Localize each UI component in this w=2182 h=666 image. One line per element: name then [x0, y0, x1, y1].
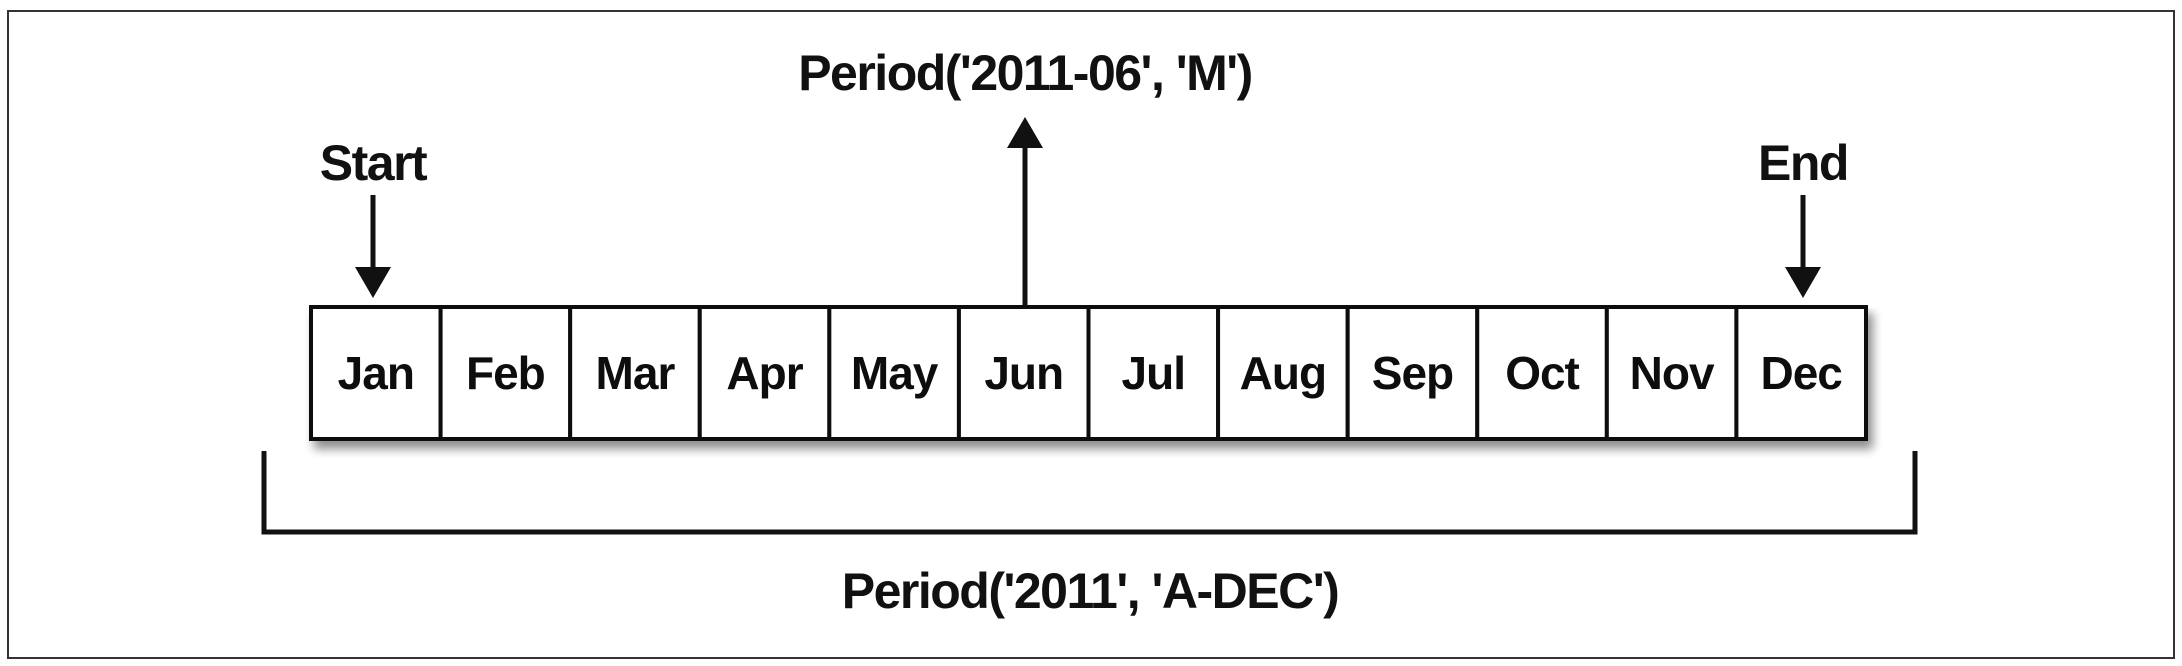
month-cell-aug: Aug [1216, 305, 1350, 441]
month-cell-feb: Feb [438, 305, 573, 441]
month-label: Mar [596, 347, 676, 399]
month-cell-oct: Oct [1475, 305, 1609, 441]
month-cell-box [827, 305, 961, 441]
month-cell-mar: Mar [568, 305, 702, 441]
month-label: Sep [1372, 347, 1453, 399]
month-cell-jul: Jul [1086, 305, 1221, 441]
month-label: Nov [1630, 347, 1715, 399]
monthly-period-label: Period('2011-06', 'M') [798, 45, 1252, 101]
month-label: Dec [1761, 347, 1843, 399]
month-label: Aug [1240, 347, 1326, 399]
month-label: May [851, 347, 939, 399]
month-label: Oct [1505, 347, 1579, 399]
end-label: End [1758, 135, 1848, 191]
month-cell-sep: Sep [1345, 305, 1480, 441]
month-label: Jun [984, 347, 1063, 399]
month-cell-box [956, 305, 1091, 441]
start-arrow [355, 195, 391, 298]
year-bracket [261, 451, 1918, 535]
month-cell-box [1216, 305, 1350, 441]
month-label: Feb [466, 347, 545, 399]
month-cell-may: May [827, 305, 961, 441]
month-cell-box [1345, 305, 1480, 441]
month-label: Jan [338, 347, 414, 399]
month-cell-jan: Jan [309, 305, 443, 441]
month-cell-jun: Jun [956, 305, 1091, 441]
month-cell-nov: Nov [1604, 305, 1739, 441]
month-cell-box [1604, 305, 1739, 441]
month-cell-box [1475, 305, 1609, 441]
end-arrow [1785, 195, 1821, 298]
monthly-period-arrow [1007, 117, 1043, 307]
month-cell-box [697, 305, 832, 441]
month-label: Jul [1122, 347, 1185, 399]
month-cell-dec: Dec [1734, 305, 1868, 441]
month-cell-box [568, 305, 702, 441]
month-cell-box [1734, 305, 1868, 441]
month-strip: Jan Feb Mar Apr May Jun Jul Aug Sep Oct Nov Dec [309, 305, 1868, 441]
month-cell-box [1086, 305, 1221, 441]
annual-period-label: Period('2011', 'A-DEC') [842, 563, 1339, 619]
month-cell-apr: Apr [697, 305, 832, 441]
start-label: Start [320, 135, 428, 191]
month-label: Apr [726, 347, 803, 399]
